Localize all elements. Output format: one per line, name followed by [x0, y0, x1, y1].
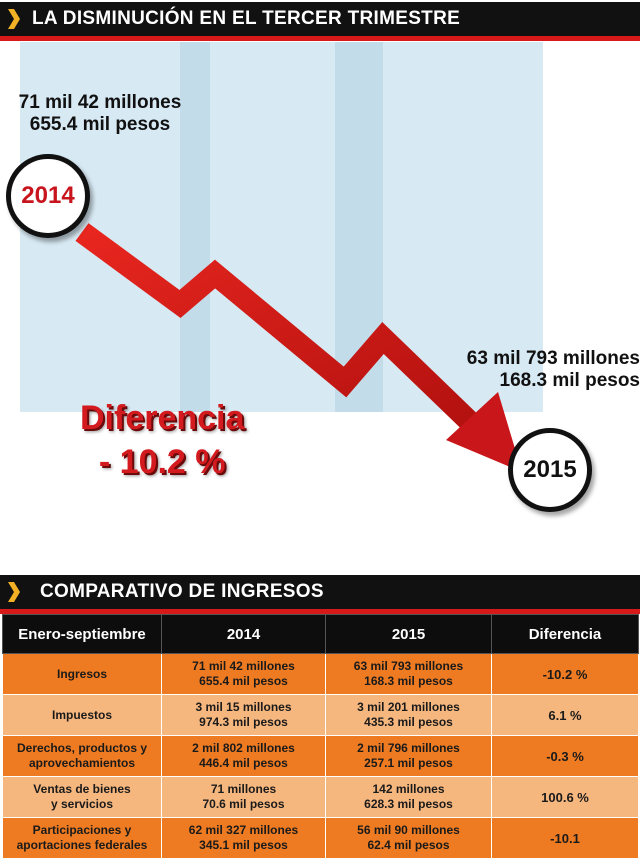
cell-line: 70.6 mil pesos	[202, 797, 285, 811]
table-row: Ingresos 71 mil 42 millones 655.4 mil peso…	[2, 653, 639, 695]
difference-label: Diferencia	[80, 399, 245, 437]
difference-cell: -10.2 %	[491, 653, 639, 695]
row-label-cell: Impuestos	[2, 694, 162, 736]
cell-line: 655.4 mil pesos	[199, 674, 288, 688]
value-label-2015-line2: 168.3 mil pesos	[499, 370, 640, 391]
cell-line: 435.3 mil pesos	[364, 715, 453, 729]
cell-line: 628.3 mil pesos	[364, 797, 453, 811]
value-label-2015: 63 mil 793 millones 168.3 mil pesos	[450, 348, 640, 392]
cell-line: 62 mil 327 millones	[188, 823, 299, 837]
comparison-table: Enero-septiembre 2014 2015 Diferencia In…	[2, 614, 639, 859]
table-row: Participaciones y aportaciones federales 6…	[2, 817, 639, 859]
value-2014-cell: 3 mil 15 millones 974.3 mil pesos	[161, 694, 326, 736]
column-header: 2014	[161, 614, 326, 654]
cell-line: 2 mil 796 millones	[357, 741, 460, 755]
cell-line: 142 millones	[372, 782, 445, 796]
cell-line: Derechos, productos y	[16, 741, 148, 755]
year-label-2015: 2015	[523, 456, 577, 483]
table-title: COMPARATIVO DE INGRESOS	[40, 581, 324, 602]
table-header-row: Enero-septiembre 2014 2015 Diferencia	[2, 614, 639, 654]
background-stripe	[180, 42, 210, 412]
difference-cell: -0.3 %	[491, 735, 639, 777]
cell-line: 446.4 mil pesos	[199, 756, 288, 770]
chevron-right-icon	[8, 9, 20, 29]
cell-line: aprovechamientos	[28, 756, 136, 770]
value-2015-cell: 56 mil 90 millones 62.4 mil pesos	[325, 817, 492, 859]
chart-title: LA DISMINUCIÓN EN EL TERCER TRIMESTRE	[32, 8, 461, 29]
row-label-cell: Ingresos	[2, 653, 162, 695]
cell-line: 71 millones	[210, 782, 277, 796]
row-label-cell: Participaciones y aportaciones federales	[2, 817, 162, 859]
trend-chart	[75, 223, 522, 472]
cell-line: 3 mil 201 millones	[357, 700, 460, 714]
cell-line: Ingresos	[56, 666, 107, 681]
row-label-cell: Derechos, productos y aprovechamientos	[2, 735, 162, 777]
difference-cell: 6.1 %	[491, 694, 639, 736]
value-label-2014-line2: 655.4 mil pesos	[29, 114, 171, 135]
cell-line: 62.4 mil pesos	[367, 838, 450, 852]
value-label-2014: 71 mil 42 millones 655.4 mil pesos	[10, 92, 190, 136]
value-2014-cell: 71 mil 42 millones 655.4 mil pesos	[161, 653, 326, 695]
cell-line: 71 mil 42 millones	[192, 659, 295, 673]
value-label-2015-line1: 63 mil 793 millones	[466, 348, 640, 369]
cell-line: aportaciones federales	[16, 838, 148, 852]
value-2014-cell: 62 mil 327 millones 345.1 mil pesos	[161, 817, 326, 859]
row-label-cell: Ventas de bienes y servicios	[2, 776, 162, 818]
table-title-banner: COMPARATIVO DE INGRESOS	[0, 575, 640, 614]
value-2015-cell: 2 mil 796 millones 257.1 mil pesos	[325, 735, 492, 777]
value-2015-cell: 142 millones 628.3 mil pesos	[325, 776, 492, 818]
cell-line: 3 mil 15 millones	[195, 700, 292, 714]
chevron-right-icon	[8, 582, 20, 602]
column-header: 2015	[325, 614, 492, 654]
series-line	[75, 223, 478, 430]
year-label-2014: 2014	[21, 182, 75, 209]
value-label-2014-line1: 71 mil 42 millones	[18, 92, 182, 113]
table-row: Derechos, productos y aprovechamientos 2 m…	[2, 735, 639, 777]
difference-cell: 100.6 %	[491, 776, 639, 818]
year-marker-2014: 2014	[6, 154, 90, 238]
chart-area: 71 mil 42 millones 655.4 mil pesos 2014 …	[0, 42, 640, 562]
cell-line: 2 mil 802 millones	[192, 741, 295, 755]
column-header: Enero-septiembre	[2, 614, 162, 654]
arrowhead	[446, 392, 522, 472]
year-marker-2015: 2015	[508, 428, 592, 512]
cell-line: 63 mil 793 millones	[353, 659, 464, 673]
cell-line: 257.1 mil pesos	[364, 756, 453, 770]
difference-cell: -10.1	[491, 817, 639, 859]
cell-line: Impuestos	[51, 707, 112, 722]
chart-title-banner: LA DISMINUCIÓN EN EL TERCER TRIMESTRE	[0, 2, 640, 41]
value-2014-cell: 2 mil 802 millones 446.4 mil pesos	[161, 735, 326, 777]
cell-line: y servicios	[50, 797, 114, 811]
cell-line: 974.3 mil pesos	[199, 715, 288, 729]
cell-line: 168.3 mil pesos	[364, 674, 453, 688]
cell-line: Ventas de bienes	[33, 782, 131, 796]
difference-value: - 10.2 %	[98, 443, 226, 481]
table-row: Ventas de bienes y servicios 71 millones 70…	[2, 776, 639, 818]
value-2014-cell: 71 millones 70.6 mil pesos	[161, 776, 326, 818]
table-row: Impuestos 3 mil 15 millones 974.3 mil peso…	[2, 694, 639, 736]
difference-callout: Diferencia - 10.2 %	[80, 396, 244, 484]
cell-line: Participaciones y	[32, 823, 132, 837]
value-2015-cell: 3 mil 201 millones 435.3 mil pesos	[325, 694, 492, 736]
cell-line: 56 mil 90 millones	[357, 823, 460, 837]
cell-line: 345.1 mil pesos	[199, 838, 288, 852]
value-2015-cell: 63 mil 793 millones 168.3 mil pesos	[325, 653, 492, 695]
column-header: Diferencia	[491, 614, 639, 654]
